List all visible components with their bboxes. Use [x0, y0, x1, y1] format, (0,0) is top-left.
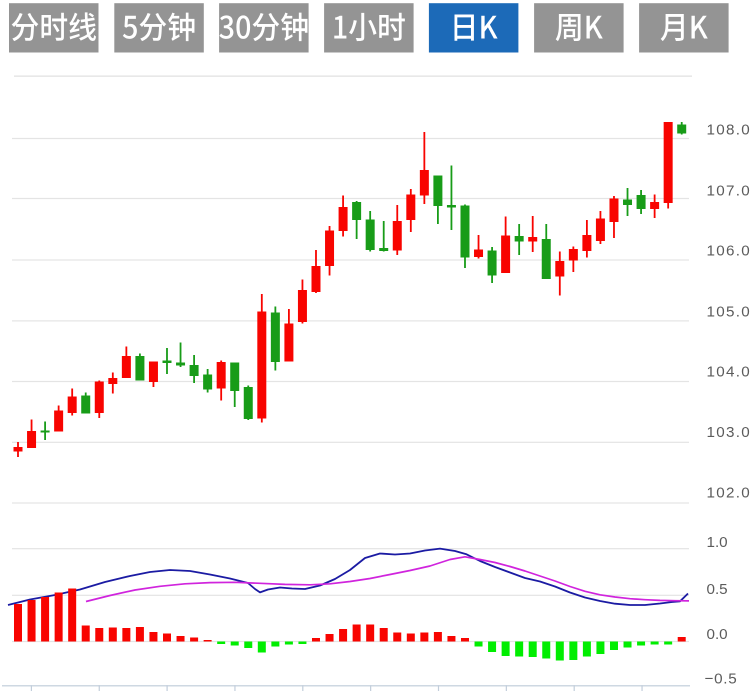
svg-text:106.0: 106.0: [707, 243, 752, 260]
svg-text:102.0: 102.0: [707, 485, 752, 502]
svg-text:1.0: 1.0: [707, 534, 728, 551]
svg-text:108.0: 108.0: [707, 122, 752, 139]
svg-text:0.5: 0.5: [707, 581, 728, 598]
svg-text:105.0: 105.0: [707, 303, 752, 320]
svg-text:104.0: 104.0: [707, 364, 752, 381]
svg-text:107.0: 107.0: [707, 182, 752, 199]
svg-text:0.0: 0.0: [707, 626, 728, 643]
svg-text:−0.5: −0.5: [705, 671, 738, 688]
svg-text:103.0: 103.0: [707, 424, 752, 441]
